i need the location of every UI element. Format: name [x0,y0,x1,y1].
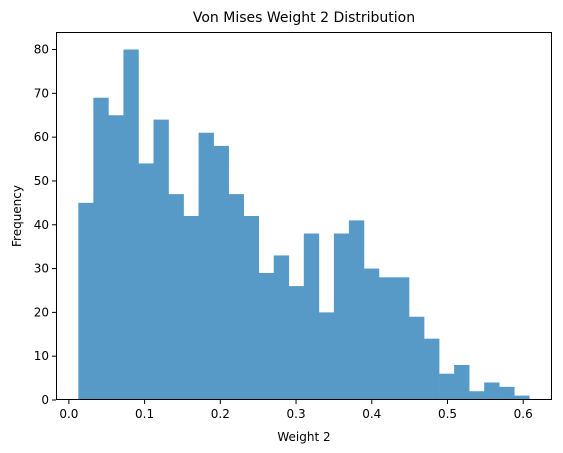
x-tick-label: 0.5 [438,407,457,421]
x-tick-label: 0.0 [59,407,78,421]
y-axis-ticks: 0 10 20 30 40 50 60 70 80 [34,43,56,407]
y-tick-label: 70 [34,86,49,100]
histogram-bar [484,382,500,400]
y-tick-label: 30 [34,262,49,276]
histogram-bar [288,286,305,400]
x-axis-label: Weight 2 [277,430,330,444]
histogram-bar [198,132,214,400]
plot-frame [56,32,552,400]
histogram-bar [333,233,350,400]
histogram-bar [394,277,410,400]
histogram-bar [424,338,440,400]
histogram-bar [168,194,184,400]
histogram-bar [363,268,380,400]
histogram-bar [273,255,290,400]
histogram-bar [499,386,515,400]
x-tick-label: 0.4 [362,407,381,421]
histogram-bar [183,216,199,400]
y-tick-label: 20 [34,305,49,319]
histogram-bar [78,202,94,400]
x-tick-label: 0.3 [287,407,306,421]
histogram-bar [228,194,244,400]
y-axis-label: Frequency [10,185,24,247]
histogram-bar [469,391,485,400]
histogram-bar [213,145,229,400]
y-tick-label: 0 [41,393,49,407]
histogram-bar [454,364,470,400]
histogram-bar [318,312,335,400]
x-axis-ticks: 0.0 0.1 0.2 0.3 0.4 0.5 0.6 [59,400,533,421]
y-tick-label: 40 [34,218,49,232]
x-tick-label: 0.6 [514,407,533,421]
histogram-bar [348,220,365,400]
histogram-bar [153,119,169,401]
histogram-bar [409,316,425,400]
histogram-bar [123,49,139,401]
histogram-bar [378,277,395,400]
chart-title: Von Mises Weight 2 Distribution [193,10,415,26]
histogram-bar [439,373,455,400]
x-tick-label: 0.1 [135,407,154,421]
x-tick-label: 0.2 [211,407,230,421]
y-tick-label: 60 [34,130,49,144]
y-tick-label: 10 [34,349,49,363]
y-tick-label: 50 [34,174,49,188]
histogram-bar [514,395,530,400]
histogram-bars [78,49,530,401]
histogram-bar [108,115,124,401]
histogram-bar [258,272,275,400]
histogram-bar [138,163,154,400]
histogram-bar [93,97,109,401]
y-tick-label: 80 [34,43,49,57]
histogram-bar [303,233,320,400]
histogram-bar [243,216,260,400]
